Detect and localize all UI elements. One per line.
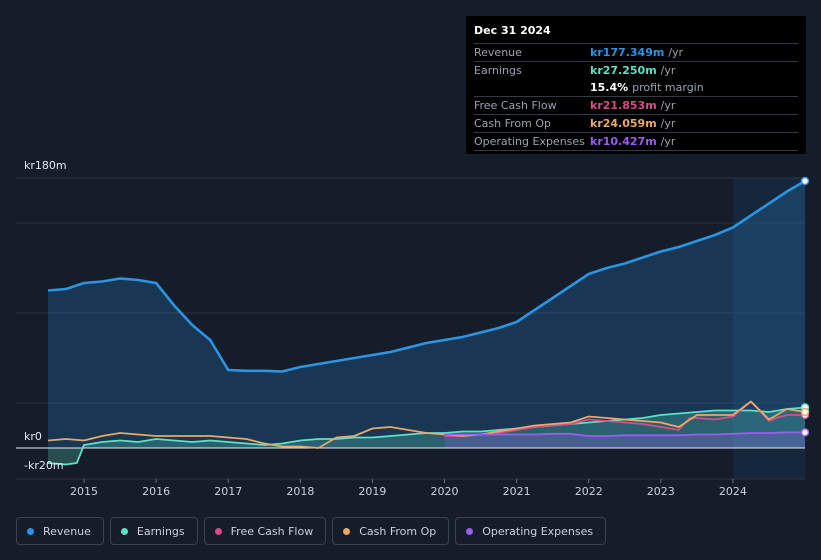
earnings-line [47, 406, 806, 466]
tooltip-row-cash-from-op: Cash From Op kr24.059m /yr [474, 115, 798, 133]
legend-dot-icon [214, 527, 222, 535]
tooltip-unit: profit margin [632, 81, 704, 94]
legend-label: Free Cash Flow [230, 524, 314, 538]
tooltip-label: Operating Expenses [474, 135, 585, 148]
legend-dot-icon [120, 527, 128, 535]
tooltip-value: kr27.250m [590, 64, 657, 77]
series-lines [47, 179, 806, 466]
legend-item-revenue[interactable]: Revenue [16, 517, 104, 545]
x-tick-label: 2021 [503, 485, 531, 498]
tooltip-value: kr177.349m [590, 46, 665, 59]
x-tick-label: 2020 [431, 485, 459, 498]
operating-expenses-endpoint-marker [800, 428, 810, 437]
x-tick-label: 2017 [214, 485, 242, 498]
operating-expenses-area [444, 432, 805, 448]
legend-item-operating-expenses[interactable]: Operating Expenses [455, 517, 607, 545]
legend-item-free-cash-flow[interactable]: Free Cash Flow [203, 517, 327, 545]
x-tick-label: 2024 [719, 485, 747, 498]
data-tooltip: Dec 31 2024 Revenue kr177.349m /yr Earni… [466, 16, 806, 154]
tooltip-unit: /yr [660, 135, 676, 148]
cash-from-op-line [47, 400, 806, 449]
y-label-bottom: -kr20m [24, 459, 64, 472]
tooltip-value: kr21.853m [590, 99, 657, 112]
tooltip-label: Free Cash Flow [474, 99, 557, 112]
legend-dot-icon [466, 527, 474, 535]
y-label-zero: kr0 [24, 430, 42, 443]
legend-dot-icon [343, 527, 351, 535]
x-tick-label: 2022 [575, 485, 603, 498]
revenue-area [48, 181, 805, 448]
x-tick-label: 2023 [647, 485, 675, 498]
forecast-highlight-band [732, 178, 805, 479]
tooltip-date: Dec 31 2024 [474, 24, 798, 44]
legend-label: Cash From Op [359, 524, 437, 538]
tooltip-row-free-cash-flow: Free Cash Flow kr21.853m /yr [474, 97, 798, 115]
legend-dot-icon [27, 527, 34, 535]
tooltip-row-revenue: Revenue kr177.349m /yr [474, 44, 798, 62]
tooltip-unit: /yr [660, 64, 676, 77]
chart-legend: Revenue Earnings Free Cash Flow Cash Fro… [16, 517, 607, 545]
tooltip-label: Revenue [474, 46, 522, 59]
series-fills [48, 181, 805, 465]
legend-label: Revenue [43, 524, 91, 538]
tooltip-label: Earnings [474, 64, 522, 77]
legend-item-earnings[interactable]: Earnings [109, 517, 198, 545]
tooltip-value: kr24.059m [590, 117, 657, 130]
revenue-line [47, 179, 806, 373]
x-tick-label: 2016 [142, 485, 170, 498]
operating-expenses-line [444, 431, 806, 437]
tooltip-row-operating-expenses: Operating Expenses kr10.427m /yr [474, 133, 798, 151]
tooltip-unit: /yr [660, 117, 676, 130]
tooltip-value: 15.4% [590, 81, 629, 94]
grid-lines [16, 177, 805, 480]
tooltip-unit: /yr [668, 46, 684, 59]
legend-label: Operating Expenses [482, 524, 594, 538]
x-axis-ticks: 2015 2016 2017 2018 2019 2020 2021 2022 2023 2024 [70, 479, 747, 498]
legend-label: Earnings [136, 524, 185, 538]
cash-from-op-endpoint-marker [800, 407, 810, 417]
legend-item-cash-from-op[interactable]: Cash From Op [332, 517, 450, 545]
tooltip-value: kr10.427m [590, 135, 657, 148]
tooltip-unit: /yr [660, 99, 676, 112]
tooltip-row-profit-margin: 15.4% profit margin [474, 79, 798, 97]
x-tick-label: 2015 [70, 485, 98, 498]
x-tick-label: 2018 [286, 485, 314, 498]
tooltip-label: Cash From Op [474, 117, 552, 130]
y-label-top: kr180m [24, 159, 67, 172]
endpoint-markers [800, 176, 810, 437]
revenue-endpoint-marker [800, 176, 810, 186]
x-tick-label: 2019 [358, 485, 386, 498]
tooltip-row-earnings: Earnings kr27.250m /yr [474, 62, 798, 79]
